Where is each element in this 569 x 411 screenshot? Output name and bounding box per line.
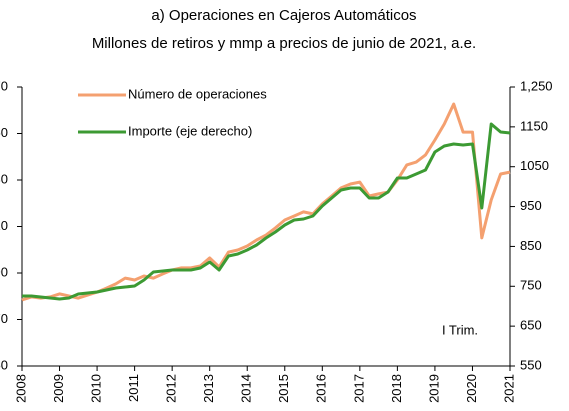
y2-tick-label: 1150 [520,118,548,133]
x-tick-label: 2019 [426,374,441,403]
x-tick-label: 2018 [389,374,404,403]
x-tick-label: 2012 [164,374,179,403]
y2-tick-label: 650 [520,318,542,333]
legend-label: Número de operaciones [128,86,267,101]
y-tick-label: 170 [0,311,8,326]
y-tick-label: 190 [0,264,8,279]
y2-tick-label: 850 [520,238,542,253]
y-tick-label: 250 [0,125,8,140]
y-tick-label: 150 [0,357,8,372]
x-tick-label: 2010 [89,374,104,403]
y2-tick-label: 1050 [520,158,549,173]
y-tick-label: 210 [0,218,8,233]
y2-tick-label: 750 [520,278,542,293]
x-tick-label: 2016 [314,374,329,403]
y2-tick-label: 950 [520,198,542,213]
x-tick-label: 2021 [501,374,516,403]
series-line [22,122,511,301]
x-tick-label: 2008 [13,374,28,403]
chart-subtitle: Millones de retiros y mmp a precios de j… [92,35,476,52]
x-tick-label: 2011 [126,374,141,402]
chart-title: a) Operaciones en Cajeros Automáticos [151,7,416,24]
x-tick-label: 2009 [51,374,66,403]
annotation: I Trim. [442,322,478,337]
x-tick-label: 2017 [351,374,366,403]
y2-tick-label: 1,250 [520,78,553,93]
y2-tick-label: 550 [520,357,542,372]
x-tick-label: 2015 [276,374,291,403]
x-tick-label: 2020 [464,374,479,403]
legend-label: Importe (eje derecho) [128,123,252,138]
x-tick-label: 2013 [201,374,216,403]
y-tick-label: 270 [0,78,8,93]
x-tick-label: 2014 [239,374,254,403]
y-tick-label: 230 [0,171,8,186]
